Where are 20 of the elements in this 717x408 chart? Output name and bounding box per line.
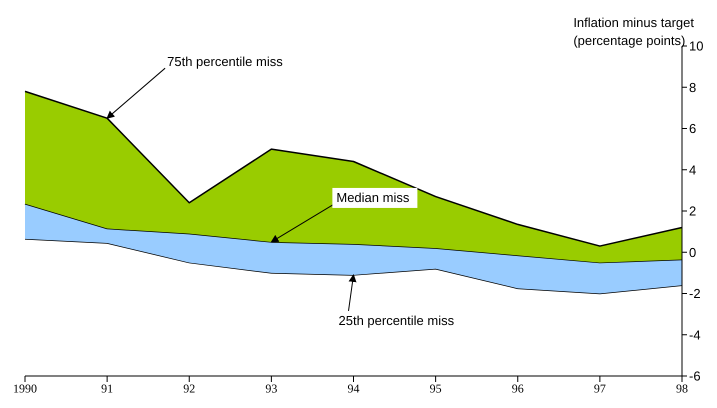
y-tick-label: 8 [689,80,696,95]
x-tick-label: 1990 [13,382,37,396]
y-tick-label: 0 [689,244,696,260]
x-tick-label: 91 [101,382,114,396]
annotation: Median miss [336,190,410,205]
y-tick-label: 4 [689,162,696,178]
x-tick-label: 95 [430,382,442,396]
x-tick-label: 98 [676,382,688,396]
x-tick-label: 96 [512,382,524,396]
y-tick-label: -4 [689,327,701,342]
x-tick-label: 97 [594,382,606,396]
y-tick-label: -2 [689,286,701,302]
y-tick-label: 6 [689,121,696,136]
y-tick-label: 2 [689,204,696,219]
x-tick-label: 92 [183,382,196,396]
y-tick-label: -6 [689,368,701,384]
x-tick-label: 94 [348,382,360,396]
x-tick-label: 93 [265,382,278,396]
annotation: 25th percentile miss [338,312,455,328]
annotation: 75th percentile miss [167,54,284,70]
